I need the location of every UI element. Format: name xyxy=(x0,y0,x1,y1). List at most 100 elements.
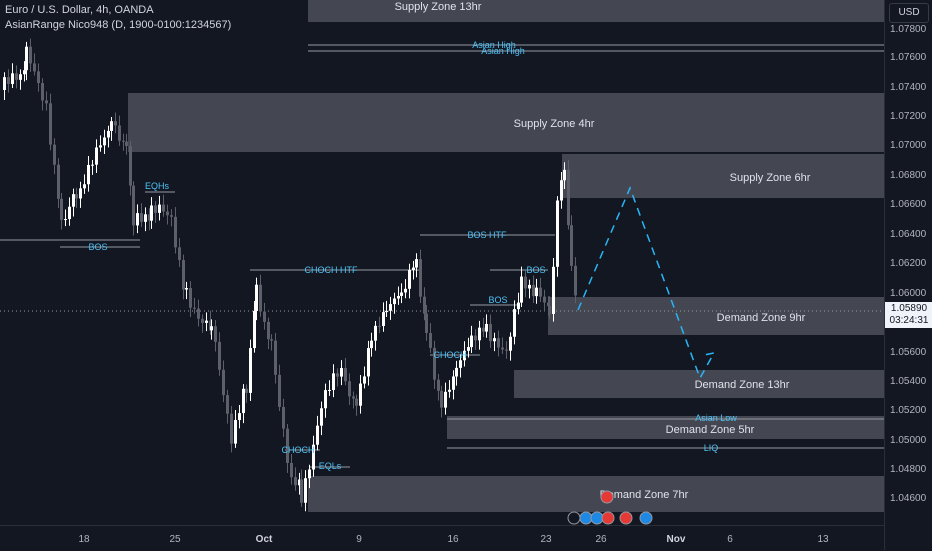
candle-body xyxy=(574,265,577,296)
us-flag-icon[interactable] xyxy=(600,490,614,504)
candle-body xyxy=(478,327,481,341)
event-icon[interactable] xyxy=(590,511,604,525)
candle-body xyxy=(308,469,311,479)
candle-body xyxy=(278,374,281,407)
candle-body xyxy=(214,326,217,342)
candle-body xyxy=(452,376,455,390)
candle-body xyxy=(437,379,440,391)
chart-area[interactable]: Supply Zone 13hr Supply Zone 4hr Supply … xyxy=(0,0,884,525)
symbol-title[interactable]: Euro / U.S. Dollar, 4h, OANDA xyxy=(5,4,154,16)
demand-zone-13hr[interactable] xyxy=(514,370,884,398)
bos-htf-label: BOS HTF xyxy=(467,230,507,240)
candle-body xyxy=(370,340,373,349)
candle-body xyxy=(463,350,466,361)
event-icon[interactable] xyxy=(639,511,653,525)
candle-body xyxy=(148,214,151,221)
time-label: 13 xyxy=(817,534,829,545)
candle-body xyxy=(201,318,204,323)
candle-body xyxy=(209,320,212,331)
chart-canvas[interactable]: Supply Zone 13hr Supply Zone 4hr Supply … xyxy=(0,0,884,525)
candle-body xyxy=(182,259,185,290)
candle-body xyxy=(328,389,331,391)
candle-body xyxy=(412,267,415,271)
candle-body xyxy=(482,327,485,332)
candle-body xyxy=(497,338,500,348)
candle-body xyxy=(355,398,358,406)
candle-body xyxy=(429,332,432,348)
candle-body xyxy=(114,121,117,126)
candle-body xyxy=(393,298,396,305)
price-tick: 1.06200 xyxy=(890,258,927,269)
candle-body xyxy=(193,307,196,309)
candle-body xyxy=(400,292,403,296)
projection-path xyxy=(577,185,716,380)
price-axis[interactable]: USD 1.07800 1.07600 1.07400 1.07200 1.07… xyxy=(884,0,932,550)
candle-body xyxy=(230,413,233,444)
candle-body xyxy=(166,211,169,216)
candle-body xyxy=(324,390,327,409)
candle-body xyxy=(433,347,436,380)
eqhs-label: EQHs xyxy=(145,181,170,191)
us-flag-icon[interactable] xyxy=(619,511,633,525)
candle-body xyxy=(423,296,426,314)
indicator-title[interactable]: AsianRange Nico948 (D, 1900-0100:1234567… xyxy=(5,19,232,31)
candle-body xyxy=(378,325,381,327)
candle-body xyxy=(41,83,44,101)
candle-body xyxy=(374,325,377,341)
candle-body xyxy=(505,349,508,351)
currency-button[interactable]: USD xyxy=(889,3,929,23)
candle-body xyxy=(552,266,555,314)
supply-zone-13hr[interactable] xyxy=(308,0,884,22)
candle-body xyxy=(95,147,98,165)
economic-events-row[interactable] xyxy=(567,490,653,525)
candle-body xyxy=(336,373,339,377)
candle-body xyxy=(83,184,86,189)
candle-body xyxy=(520,276,523,303)
candle-body xyxy=(253,310,256,349)
candle-body xyxy=(440,390,443,408)
candle-body xyxy=(385,310,388,313)
candle-body xyxy=(359,383,362,406)
candle-body xyxy=(132,185,135,226)
time-label: 18 xyxy=(78,534,90,545)
candle-body xyxy=(125,141,128,147)
time-label: Nov xyxy=(666,534,686,545)
candle-body xyxy=(75,194,78,199)
choch-htf-label: CHOCH HTF xyxy=(305,265,358,275)
supply-zone-6hr[interactable] xyxy=(562,154,884,198)
demand-zone-7hr[interactable] xyxy=(308,476,884,512)
price-tick: 1.04800 xyxy=(890,464,927,475)
time-axis[interactable]: 18 25 Oct 9 16 23 26 Nov 6 13 xyxy=(0,525,884,551)
time-label: Oct xyxy=(255,534,273,545)
time-label: 26 xyxy=(595,534,607,545)
candle-body xyxy=(238,413,241,421)
price-tick: 1.05000 xyxy=(890,435,927,446)
supply-zone-4hr[interactable] xyxy=(128,93,884,152)
candle-body xyxy=(7,77,10,84)
candle-body xyxy=(397,295,400,299)
candle-body xyxy=(316,425,319,445)
candle-body xyxy=(340,368,343,377)
us-flag-icon[interactable] xyxy=(601,511,615,525)
candle-body xyxy=(57,164,60,199)
event-icon[interactable] xyxy=(579,511,593,525)
demand-zone-9hr[interactable] xyxy=(548,297,884,335)
candle-body xyxy=(222,369,225,396)
bos-label-1: BOS xyxy=(88,242,107,252)
candle-body xyxy=(467,347,470,351)
candle-body xyxy=(144,214,147,222)
event-icon[interactable] xyxy=(567,511,581,525)
asian-high-label-2: Asian High xyxy=(481,46,525,56)
candle-body xyxy=(532,284,535,297)
candle-body xyxy=(68,206,71,220)
candle-body xyxy=(242,388,245,414)
candle-body xyxy=(72,194,75,207)
candle-body xyxy=(37,71,40,84)
candle-body xyxy=(286,428,289,464)
price-tick: 1.07400 xyxy=(890,82,927,93)
demand-zone-5hr-label: Demand Zone 5hr xyxy=(666,424,755,436)
demand-zone-5hr[interactable] xyxy=(447,416,884,439)
candle-body xyxy=(158,204,161,213)
candle-body xyxy=(501,347,504,350)
candle-body xyxy=(348,381,351,397)
